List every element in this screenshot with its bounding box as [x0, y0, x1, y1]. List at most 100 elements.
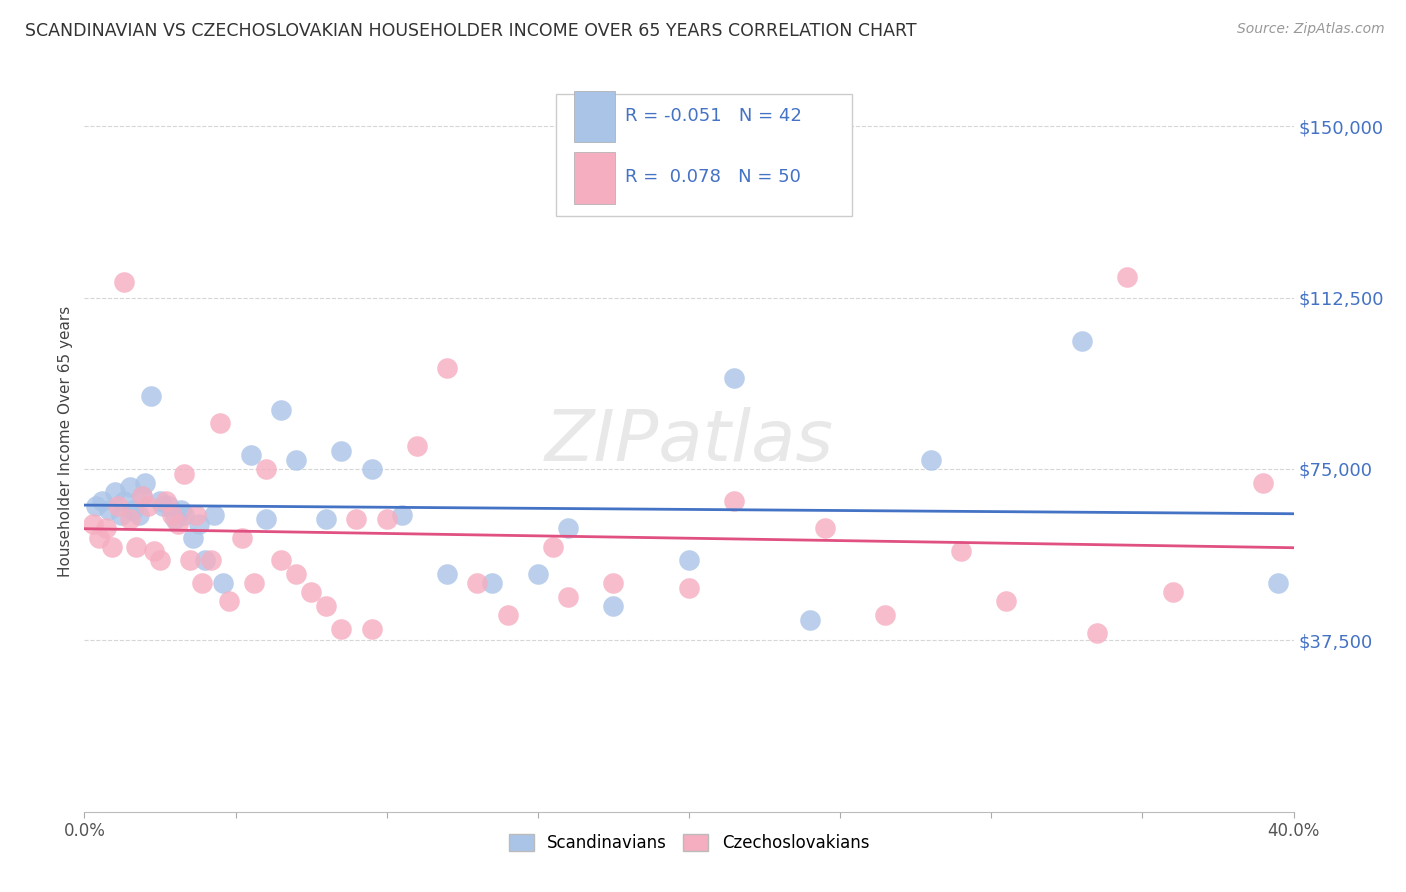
Point — [170, 503, 193, 517]
Point — [131, 489, 153, 503]
Point — [136, 499, 159, 513]
Text: Source: ZipAtlas.com: Source: ZipAtlas.com — [1237, 22, 1385, 37]
Point — [436, 361, 458, 376]
Point — [330, 622, 353, 636]
Point — [285, 567, 308, 582]
Point — [194, 553, 217, 567]
Point — [118, 480, 141, 494]
Point — [86, 499, 108, 513]
Point — [1253, 475, 1275, 490]
Point — [82, 516, 104, 531]
Point — [950, 544, 973, 558]
Point — [218, 594, 240, 608]
Point — [134, 475, 156, 490]
Text: R =  0.078   N = 50: R = 0.078 N = 50 — [624, 169, 801, 186]
Point — [149, 553, 172, 567]
Point — [527, 567, 550, 582]
Point — [799, 613, 821, 627]
Point — [875, 608, 897, 623]
Point — [142, 544, 165, 558]
Point — [254, 512, 277, 526]
Point — [920, 452, 942, 467]
Point — [254, 462, 277, 476]
Point — [995, 594, 1018, 608]
Point — [118, 512, 141, 526]
Point — [1116, 270, 1139, 285]
Point — [270, 553, 292, 567]
Point — [202, 508, 225, 522]
Point — [723, 370, 745, 384]
Point — [209, 417, 232, 431]
Point — [406, 439, 429, 453]
Point — [155, 494, 177, 508]
Point — [602, 576, 624, 591]
Point — [242, 576, 264, 591]
Point — [299, 585, 322, 599]
Point — [160, 508, 183, 522]
Y-axis label: Householder Income Over 65 years: Householder Income Over 65 years — [58, 306, 73, 577]
Point — [107, 499, 129, 513]
Point — [375, 512, 398, 526]
Point — [125, 540, 148, 554]
Point — [723, 494, 745, 508]
Point — [239, 448, 262, 462]
Point — [100, 540, 122, 554]
Point — [212, 576, 235, 591]
Point — [557, 590, 579, 604]
Point — [131, 489, 153, 503]
Point — [391, 508, 413, 522]
Point — [678, 553, 700, 567]
Point — [557, 521, 579, 535]
FancyBboxPatch shape — [574, 153, 616, 203]
Point — [814, 521, 837, 535]
Point — [436, 567, 458, 582]
Point — [481, 576, 503, 591]
Point — [94, 521, 117, 535]
Point — [173, 467, 195, 481]
Point — [678, 581, 700, 595]
FancyBboxPatch shape — [574, 91, 616, 142]
Point — [1267, 576, 1289, 591]
Point — [112, 275, 135, 289]
Legend: Scandinavians, Czechoslovakians: Scandinavians, Czechoslovakians — [502, 828, 876, 859]
Point — [121, 503, 143, 517]
Point — [149, 494, 172, 508]
Point — [167, 516, 190, 531]
Point — [128, 508, 150, 522]
Point — [1161, 585, 1184, 599]
Point — [165, 512, 187, 526]
Point — [1085, 626, 1108, 640]
Point — [541, 540, 564, 554]
Point — [360, 462, 382, 476]
Point — [104, 484, 127, 499]
Point — [157, 499, 180, 513]
Point — [110, 508, 132, 522]
Point — [360, 622, 382, 636]
Point — [188, 516, 211, 531]
Point — [179, 553, 201, 567]
Point — [270, 402, 292, 417]
Point — [89, 531, 111, 545]
Point — [139, 389, 162, 403]
Point — [346, 512, 368, 526]
Point — [91, 494, 114, 508]
Point — [330, 443, 353, 458]
Point — [231, 531, 253, 545]
Point — [97, 503, 120, 517]
Point — [496, 608, 519, 623]
Point — [112, 494, 135, 508]
Point — [181, 531, 204, 545]
Point — [152, 499, 174, 513]
Point — [467, 576, 489, 591]
Point — [186, 508, 208, 522]
Point — [191, 576, 214, 591]
Text: SCANDINAVIAN VS CZECHOSLOVAKIAN HOUSEHOLDER INCOME OVER 65 YEARS CORRELATION CHA: SCANDINAVIAN VS CZECHOSLOVAKIAN HOUSEHOL… — [25, 22, 917, 40]
Text: ZIPatlas: ZIPatlas — [544, 407, 834, 476]
Point — [315, 599, 337, 613]
Point — [200, 553, 222, 567]
Point — [315, 512, 337, 526]
Point — [173, 508, 195, 522]
FancyBboxPatch shape — [555, 94, 852, 216]
Point — [1071, 334, 1094, 348]
Point — [602, 599, 624, 613]
